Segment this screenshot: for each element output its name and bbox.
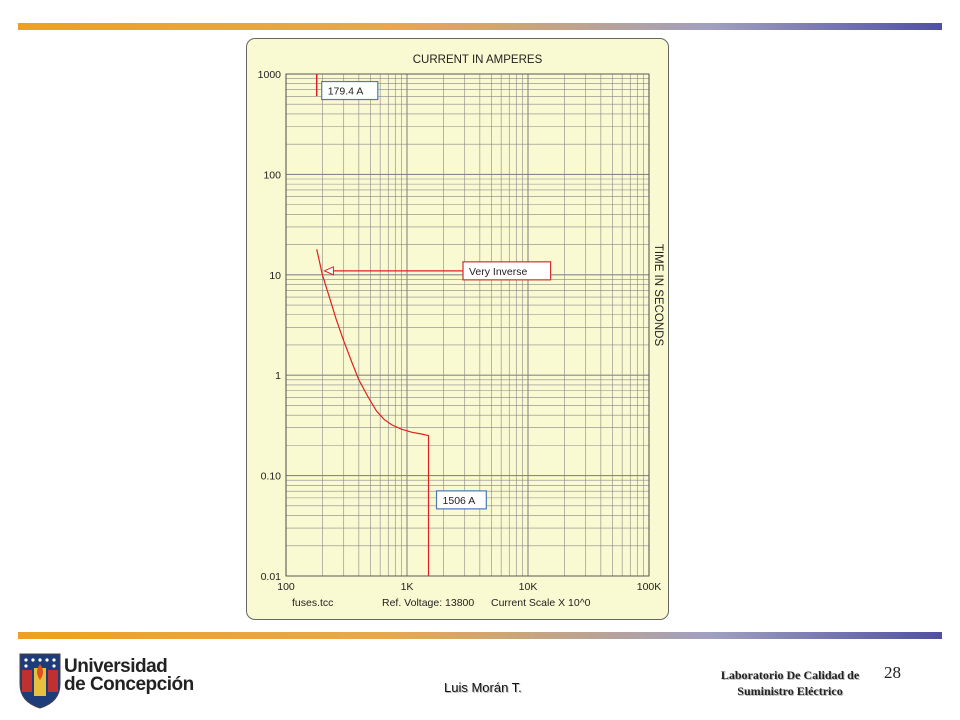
annotation-text: 179.4 A: [328, 86, 364, 98]
x-tick-label: 100: [277, 581, 295, 593]
y-tick-label: 0.01: [261, 571, 282, 583]
university-name-line2: de Concepción: [64, 674, 194, 695]
y-tick-label: 0.10: [261, 471, 282, 483]
y-axis-label: TIME IN SECONDS: [652, 244, 664, 347]
lab-name: Laboratorio De Calidad de Suministro Elé…: [690, 667, 890, 699]
page-number: 28: [884, 663, 901, 682]
chart-footer-label: fuses.tcc: [292, 597, 333, 609]
y-tick-label: 1000: [258, 69, 282, 81]
annotation-label: 1506 A: [435, 490, 487, 510]
chart-footer-label: Current Scale X 10^0: [491, 597, 591, 609]
y-tick-label: 1: [275, 370, 281, 382]
x-tick-label: 100K: [637, 581, 662, 593]
y-tick-label: 100: [263, 169, 281, 181]
university-name-line1: Universidad: [64, 656, 168, 677]
x-tick-label: 10K: [519, 581, 538, 593]
lab-name-line1: Laboratorio De Calidad de: [720, 668, 860, 682]
annotation-box: [321, 80, 379, 101]
chart-grid: [285, 73, 650, 577]
very-inverse-curve: [316, 249, 430, 576]
university-logo-icon: [19, 653, 61, 709]
chart-title: CURRENT IN AMPERES: [413, 54, 543, 66]
y-tick-label: 10: [269, 270, 281, 282]
plot-border: [285, 73, 650, 577]
lab-name-line2: Suministro Eléctrico: [737, 684, 843, 698]
university-name: Universidad de Concepción: [64, 656, 194, 695]
top-accent-bar: [18, 23, 942, 30]
bottom-accent-bar: [18, 632, 942, 639]
annotation-label: 179.4 A: [321, 80, 379, 101]
chart-footer-label: Ref. Voltage: 13800: [382, 597, 474, 609]
annotation-label: Very Inverse: [323, 261, 552, 281]
tcc-chart-panel: CURRENT IN AMPERES TIME IN SECONDS 100 1K 10…: [246, 38, 669, 620]
x-tick-label: 1K: [401, 581, 414, 593]
author-name: Luis Morán T.: [444, 680, 522, 695]
annotation-text: 1506 A: [443, 495, 476, 507]
annotation-arrowhead: [323, 266, 334, 276]
annotation-box: [435, 490, 487, 510]
annotation-text: Very Inverse: [469, 266, 528, 278]
